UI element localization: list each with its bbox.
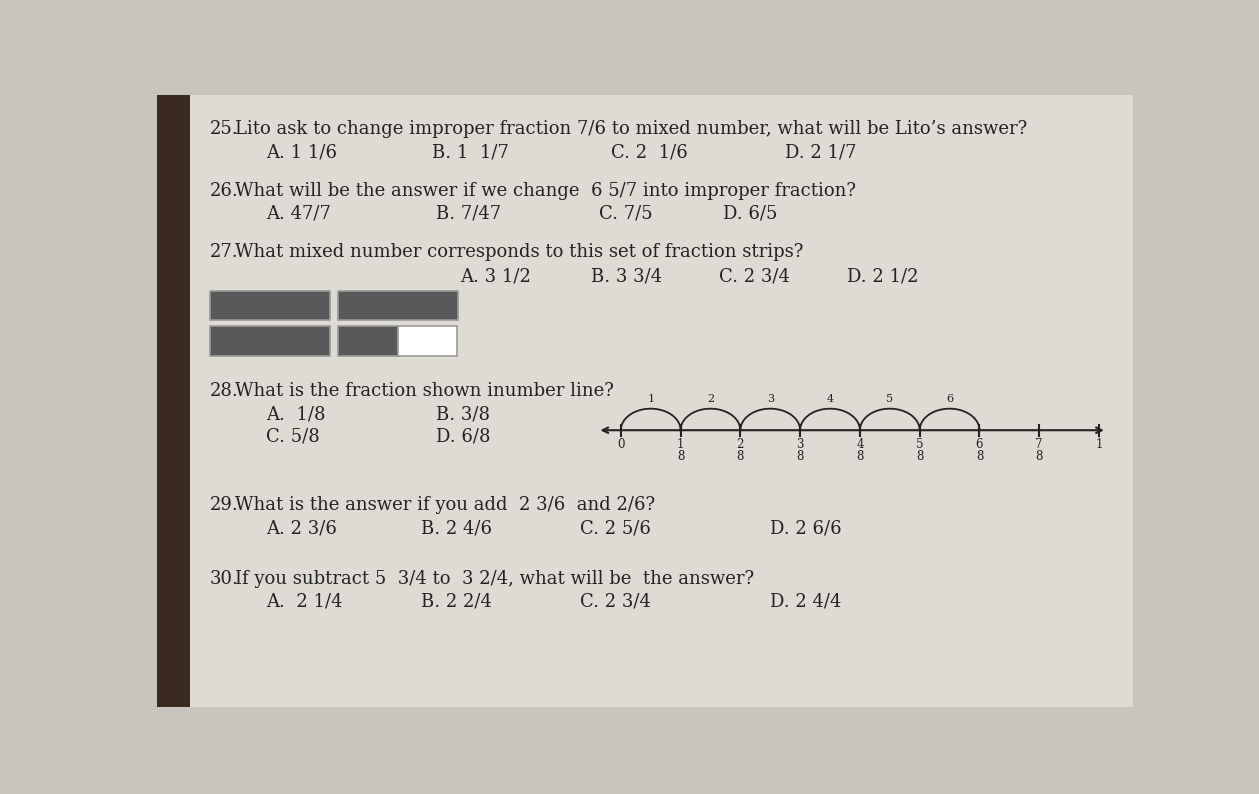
Text: 6: 6 xyxy=(946,394,953,404)
Bar xyxy=(337,326,398,356)
Text: 4
8: 4 8 xyxy=(856,438,864,463)
Text: 3
8: 3 8 xyxy=(797,438,805,463)
Text: What is the answer if you add  2 3/6  and 2/6?: What is the answer if you add 2 3/6 and … xyxy=(235,496,655,515)
Text: 30.: 30. xyxy=(210,569,239,588)
Text: 5: 5 xyxy=(886,394,894,404)
Text: C. 7/5: C. 7/5 xyxy=(599,205,652,222)
Bar xyxy=(157,95,190,707)
Text: 1: 1 xyxy=(1095,438,1103,451)
Text: B. 3/8: B. 3/8 xyxy=(437,406,490,423)
Text: 2
8: 2 8 xyxy=(737,438,744,463)
Text: A.  1/8: A. 1/8 xyxy=(266,406,325,423)
Text: 0: 0 xyxy=(617,438,624,451)
Text: What will be the answer if we change  6 5/7 into improper fraction?: What will be the answer if we change 6 5… xyxy=(235,182,856,199)
Text: C. 2 3/4: C. 2 3/4 xyxy=(719,268,791,286)
Bar xyxy=(210,326,330,356)
Text: 26.: 26. xyxy=(210,182,239,199)
Text: 6
8: 6 8 xyxy=(976,438,983,463)
Text: D. 2 1/2: D. 2 1/2 xyxy=(847,268,919,286)
Text: D. 2 6/6: D. 2 6/6 xyxy=(769,519,841,538)
Bar xyxy=(337,291,458,320)
Text: 25.: 25. xyxy=(210,120,239,138)
Text: B. 3 3/4: B. 3 3/4 xyxy=(592,268,662,286)
Text: 28.: 28. xyxy=(210,383,239,400)
Text: 5
8: 5 8 xyxy=(917,438,923,463)
Text: Lito ask to change improper fraction 7/6 to mixed number, what will be Lito’s an: Lito ask to change improper fraction 7/6… xyxy=(235,120,1027,138)
Text: A.  2 1/4: A. 2 1/4 xyxy=(266,592,342,611)
Text: 4: 4 xyxy=(826,394,833,404)
Text: D. 2 1/7: D. 2 1/7 xyxy=(786,143,856,161)
Text: 1: 1 xyxy=(647,394,655,404)
Text: D. 6/5: D. 6/5 xyxy=(723,205,778,222)
Text: 1
8: 1 8 xyxy=(677,438,685,463)
Text: A. 47/7: A. 47/7 xyxy=(266,205,331,222)
Text: What is the fraction shown inumber line?: What is the fraction shown inumber line? xyxy=(235,383,613,400)
Text: B. 2 4/6: B. 2 4/6 xyxy=(421,519,492,538)
Text: 7
8: 7 8 xyxy=(1035,438,1042,463)
Bar xyxy=(210,291,330,320)
Text: B. 1  1/7: B. 1 1/7 xyxy=(433,143,510,161)
Text: 3: 3 xyxy=(767,394,774,404)
Text: What mixed number corresponds to this set of fraction strips?: What mixed number corresponds to this se… xyxy=(235,243,803,261)
Text: 29.: 29. xyxy=(210,496,239,515)
Text: B. 7/47: B. 7/47 xyxy=(437,205,501,222)
Text: D. 2 4/4: D. 2 4/4 xyxy=(769,592,841,611)
Bar xyxy=(398,326,457,356)
Text: 27.: 27. xyxy=(210,243,239,261)
Text: A. 2 3/6: A. 2 3/6 xyxy=(266,519,336,538)
Text: C. 2 3/4: C. 2 3/4 xyxy=(579,592,651,611)
Text: B. 2 2/4: B. 2 2/4 xyxy=(421,592,492,611)
Text: C. 2 5/6: C. 2 5/6 xyxy=(579,519,651,538)
Text: C. 5/8: C. 5/8 xyxy=(266,427,320,445)
Text: 2: 2 xyxy=(706,394,714,404)
Text: C. 2  1/6: C. 2 1/6 xyxy=(611,143,687,161)
Text: D. 6/8: D. 6/8 xyxy=(437,427,491,445)
Text: If you subtract 5  3/4 to  3 2/4, what will be  the answer?: If you subtract 5 3/4 to 3 2/4, what wil… xyxy=(235,569,754,588)
Text: A. 1 1/6: A. 1 1/6 xyxy=(266,143,337,161)
Text: A. 3 1/2: A. 3 1/2 xyxy=(460,268,530,286)
